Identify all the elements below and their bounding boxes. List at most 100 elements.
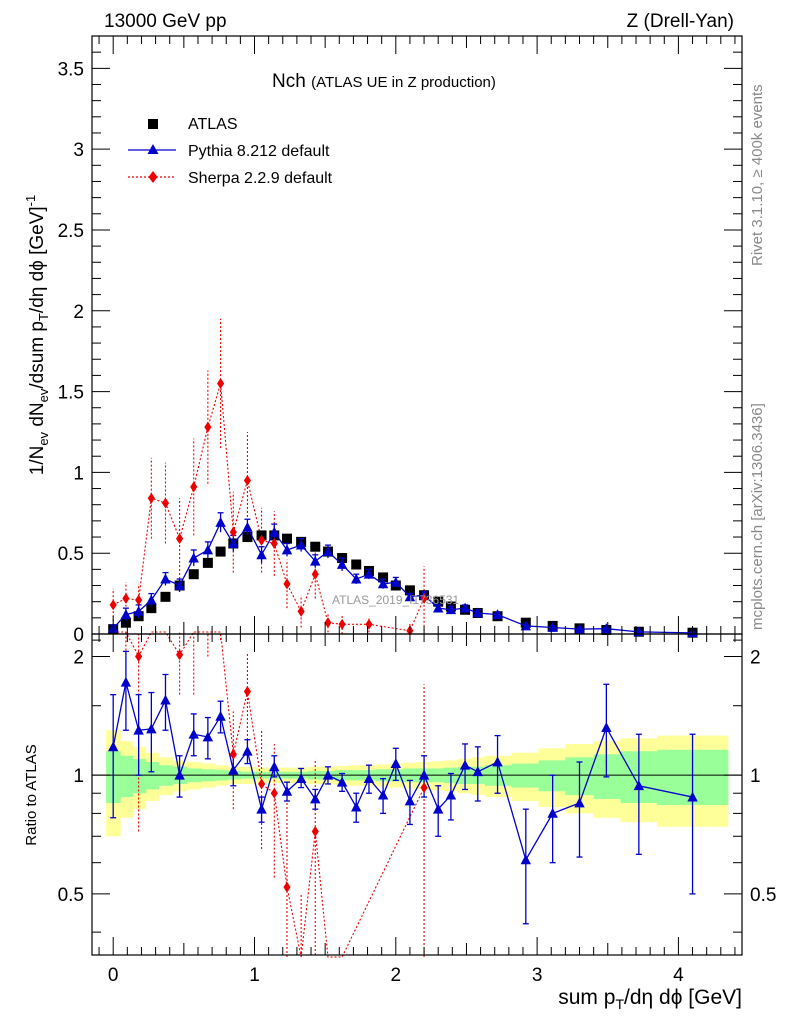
sherpa-point bbox=[420, 592, 428, 604]
x-tick-label: 1 bbox=[249, 965, 260, 986]
ratio-frame bbox=[91, 633, 743, 956]
ratio-band-inner bbox=[132, 758, 147, 794]
pythia-ratio-point bbox=[633, 780, 645, 791]
pythia-point bbox=[322, 546, 334, 556]
sherpa-point bbox=[135, 594, 143, 606]
sherpa-point bbox=[190, 481, 198, 493]
pythia-point bbox=[404, 591, 416, 602]
legend-label-pythia: Pythia 8.212 default bbox=[188, 143, 330, 160]
pythia-ratio-point bbox=[256, 803, 267, 814]
y-tick-label: 3.5 bbox=[58, 59, 84, 80]
atlas-point bbox=[378, 572, 389, 583]
pythia-point bbox=[174, 580, 185, 590]
legend-marker-sherpa bbox=[148, 171, 158, 183]
pythia-ratio-point bbox=[322, 769, 334, 780]
pythia-line bbox=[112, 521, 693, 634]
sherpa-ratio-point bbox=[243, 686, 252, 697]
pythia-ratio-point bbox=[390, 758, 402, 768]
y-tick-label: 1.5 bbox=[58, 383, 84, 404]
sherpa-ratio-point bbox=[176, 649, 184, 661]
pythia-ratio-point bbox=[520, 854, 532, 865]
pythia-ratio-point bbox=[336, 776, 348, 787]
ratio-tick-label: 2 bbox=[73, 647, 84, 668]
ratio-tick-label-right: 1 bbox=[750, 766, 761, 787]
sherpa-point bbox=[257, 534, 266, 546]
atlas-point bbox=[433, 596, 444, 607]
y-axis-label: 1/Nev dNev/dsum pT/dη dϕ [GeV]-1 bbox=[23, 195, 51, 476]
pythia-ratio-point bbox=[687, 791, 698, 802]
sherpa-ratio-point bbox=[311, 825, 319, 837]
pythia-point bbox=[281, 544, 293, 555]
atlas-point bbox=[310, 541, 321, 552]
ratio-tick-label-right: 2 bbox=[750, 647, 761, 668]
header-right: Z (Drell-Yan) bbox=[627, 11, 734, 32]
x-tick-label: 0 bbox=[108, 965, 119, 986]
sherpa-point bbox=[311, 568, 319, 580]
pythia-point bbox=[242, 521, 253, 532]
ratio-panel: 0.5 0.5 1 1 2 2 0 1 2 3 4 bbox=[58, 631, 776, 986]
y-tick-label: 3 bbox=[73, 140, 84, 161]
atlas-point bbox=[146, 603, 157, 614]
atlas-point bbox=[404, 585, 415, 596]
rivet-label: Rivet 3.1.10, ≥ 400k events bbox=[749, 84, 766, 266]
pythia-point bbox=[188, 552, 199, 563]
atlas-point bbox=[160, 591, 171, 602]
atlas-point bbox=[215, 546, 226, 557]
sherpa-ratio-point bbox=[283, 881, 291, 893]
x-tick-label: 3 bbox=[532, 965, 543, 986]
atlas-point bbox=[188, 569, 199, 580]
pythia-ratio-point bbox=[601, 722, 612, 733]
sherpa-point bbox=[338, 618, 346, 630]
pythia-ratio-point bbox=[107, 741, 119, 752]
pythia-ratio-point bbox=[281, 785, 293, 796]
pythia-point bbox=[120, 609, 132, 620]
ratio-y-axis-label: Ratio to ATLAS bbox=[23, 744, 40, 845]
pythia-point bbox=[146, 594, 157, 605]
pythia-point bbox=[459, 602, 471, 613]
pythia-ratio-point bbox=[174, 769, 185, 780]
atlas-point bbox=[282, 533, 292, 544]
pythia-point bbox=[215, 516, 226, 527]
pythia-ratio-point bbox=[547, 807, 558, 818]
ratio-band-inner bbox=[120, 755, 134, 798]
sherpa-point bbox=[365, 618, 373, 630]
pythia-ratio-point bbox=[269, 761, 280, 772]
sherpa-point bbox=[243, 474, 252, 486]
ratio-tick-label: 1 bbox=[73, 766, 84, 787]
sherpa-point bbox=[324, 617, 332, 629]
pythia-ratio-point bbox=[215, 710, 226, 721]
pythia-point bbox=[472, 607, 483, 618]
pythia-point bbox=[269, 526, 280, 537]
ratio-tick-label: 0.5 bbox=[58, 885, 84, 906]
mcplots-label: mcplots.cern.ch [arXiv:1306.3436] bbox=[749, 403, 766, 630]
pythia-point bbox=[295, 539, 307, 550]
pythia-point bbox=[202, 544, 214, 555]
legend: ATLAS Pythia 8.212 default Sherpa 2.2.9 … bbox=[128, 116, 333, 187]
pythia-point bbox=[256, 549, 267, 560]
pythia-point bbox=[377, 578, 389, 589]
pythia-point bbox=[336, 559, 348, 569]
pythia-ratio-point bbox=[445, 789, 457, 800]
pythia-point bbox=[445, 604, 457, 615]
sherpa-point bbox=[204, 421, 212, 433]
sherpa-line bbox=[112, 383, 425, 632]
pythia-point bbox=[133, 605, 144, 616]
pythia-ratio-point bbox=[202, 731, 214, 742]
pythia-ratio-point bbox=[242, 745, 253, 756]
y-tick-label: 1 bbox=[73, 463, 84, 484]
pythia-ratio-point bbox=[160, 694, 171, 705]
sherpa-ratio-point bbox=[135, 650, 143, 662]
pythia-ratio-point bbox=[310, 793, 321, 804]
pythia-ratio-point bbox=[377, 789, 389, 800]
y-tick-label: 2 bbox=[73, 302, 84, 323]
sherpa-point bbox=[109, 599, 117, 611]
main-panel: 0 0.5 1 1.5 2 2.5 3 3.5 bbox=[58, 36, 742, 646]
sherpa-point bbox=[217, 378, 225, 389]
legend-marker-pythia bbox=[147, 144, 159, 154]
x-axis-label: sum pT/dη dϕ [GeV] bbox=[558, 986, 742, 1012]
pythia-ratio-point bbox=[146, 723, 157, 734]
pythia-point bbox=[432, 602, 444, 613]
atlas-point bbox=[202, 557, 213, 568]
pythia-ratio-point bbox=[574, 797, 585, 808]
ratio-band-inner bbox=[145, 761, 159, 790]
